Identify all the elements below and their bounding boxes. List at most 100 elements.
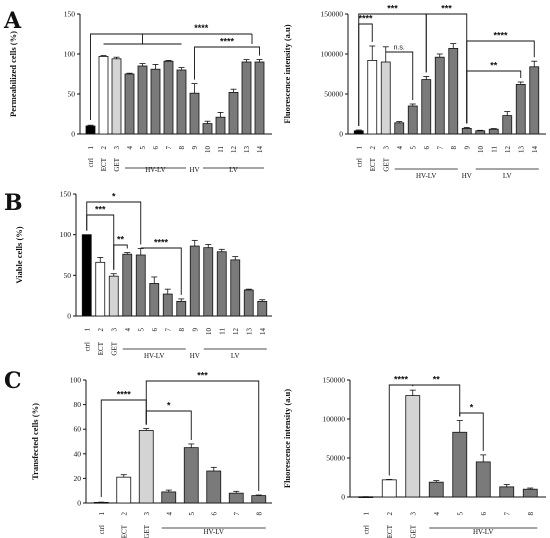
bar-8	[522, 488, 538, 498]
bar-3	[108, 275, 119, 317]
category-label: 3	[143, 512, 151, 516]
category-label: 2	[369, 146, 377, 150]
category-sublabel: ECT	[100, 157, 108, 171]
y-tick-label: 20	[74, 474, 82, 483]
bar-9	[189, 245, 200, 317]
category-label: 3	[382, 146, 390, 150]
bar-6	[421, 79, 432, 135]
category-label: 1	[83, 328, 91, 332]
category-label: 11	[490, 146, 498, 153]
bar-9	[189, 92, 200, 135]
group-label: HV-LV	[204, 528, 225, 536]
bar-7	[228, 492, 244, 504]
y-tick-label: 100000	[323, 415, 346, 424]
bar-1	[353, 130, 364, 135]
category-label: 12	[504, 146, 512, 154]
category-label: 7	[436, 146, 444, 150]
y-tick-label: 150	[64, 10, 76, 19]
group-label: LV	[229, 166, 238, 174]
category-label: 6	[152, 146, 160, 150]
significance-label: ****	[220, 37, 235, 47]
category-label: 7	[164, 328, 172, 332]
y-tick-label: 0	[77, 499, 81, 508]
significance-label: ***	[387, 4, 398, 14]
category-label: 12	[232, 328, 240, 336]
category-label: 6	[480, 512, 488, 516]
category-label: 14	[259, 328, 267, 336]
bar-2	[98, 56, 109, 135]
bar-9	[461, 127, 472, 135]
bar-13	[243, 289, 254, 317]
bar-11	[216, 251, 227, 317]
category-label: 2	[120, 512, 128, 516]
category-label: 3	[110, 328, 118, 332]
category-label: 11	[218, 328, 226, 335]
significance-label: ***	[441, 4, 452, 14]
category-label: 12	[230, 146, 238, 154]
y-tick-label: 50000	[326, 454, 345, 463]
category-label: 1	[87, 146, 95, 150]
y-tick-label: 150	[60, 190, 72, 199]
category-label: 1	[98, 512, 106, 516]
category-sublabel: ECT	[369, 157, 377, 171]
y-tick-label: 100000	[321, 50, 344, 59]
y-axis-title: Viable cells (%)	[14, 226, 24, 283]
bar-3	[111, 58, 122, 135]
bar-4	[161, 491, 177, 504]
group-label: HV-LV	[145, 166, 166, 174]
category-sublabel: ctrl	[87, 158, 95, 167]
y-tick-label: 0	[341, 493, 345, 502]
bar-4	[428, 481, 444, 498]
y-tick-label: 80	[74, 400, 82, 409]
bar-5	[407, 105, 418, 135]
bar-6	[206, 470, 222, 504]
bar-3	[380, 61, 391, 135]
bar-11	[488, 128, 499, 135]
category-label: 13	[245, 328, 253, 336]
category-label: 4	[433, 512, 441, 516]
category-label: 7	[165, 146, 173, 150]
category-label: 14	[256, 146, 264, 154]
category-label: 8	[450, 146, 458, 150]
bar-14	[529, 66, 540, 135]
significance-label: **	[490, 61, 498, 71]
significance-bracket	[86, 214, 115, 270]
bar-1	[85, 125, 96, 135]
category-label: 3	[113, 146, 121, 150]
significance-bracket	[412, 384, 461, 417]
category-label: 5	[139, 146, 147, 150]
category-sublabel: GET	[110, 341, 118, 355]
category-label: 8	[255, 512, 263, 516]
y-axis-title: Fluorescence intensity (a.u)	[282, 389, 292, 488]
significance-label: ****	[154, 238, 169, 248]
category-label: 1	[362, 512, 370, 516]
category-label: 4	[165, 512, 173, 516]
category-sublabel: ECT	[97, 341, 105, 355]
category-label: 2	[386, 512, 394, 516]
y-tick-label: 50000	[324, 90, 343, 99]
group-label: HV-LV	[144, 352, 165, 360]
y-tick-label: 50	[64, 271, 72, 280]
significance-label: *	[112, 192, 116, 202]
category-sublabel: ECT	[120, 524, 128, 538]
significance-bracket	[145, 410, 192, 440]
bar-4	[394, 122, 405, 135]
significance-label: ****	[194, 23, 209, 33]
significance-bracket	[466, 70, 522, 124]
significance-label: **	[433, 375, 441, 385]
bar-13	[241, 61, 252, 135]
category-sublabel: ctrl	[98, 525, 106, 534]
category-label: 5	[409, 146, 417, 150]
y-tick-label: 150000	[321, 10, 344, 19]
category-sublabel: ctrl	[355, 158, 363, 167]
panel-letter-a: A	[3, 8, 22, 34]
category-label: 3	[409, 512, 417, 516]
bar-8	[176, 69, 187, 135]
bar-5	[183, 447, 199, 504]
category-sublabel: ECT	[386, 524, 394, 538]
category-sublabel: GET	[143, 524, 151, 538]
bar-2	[367, 60, 378, 135]
bar-10	[203, 247, 214, 317]
